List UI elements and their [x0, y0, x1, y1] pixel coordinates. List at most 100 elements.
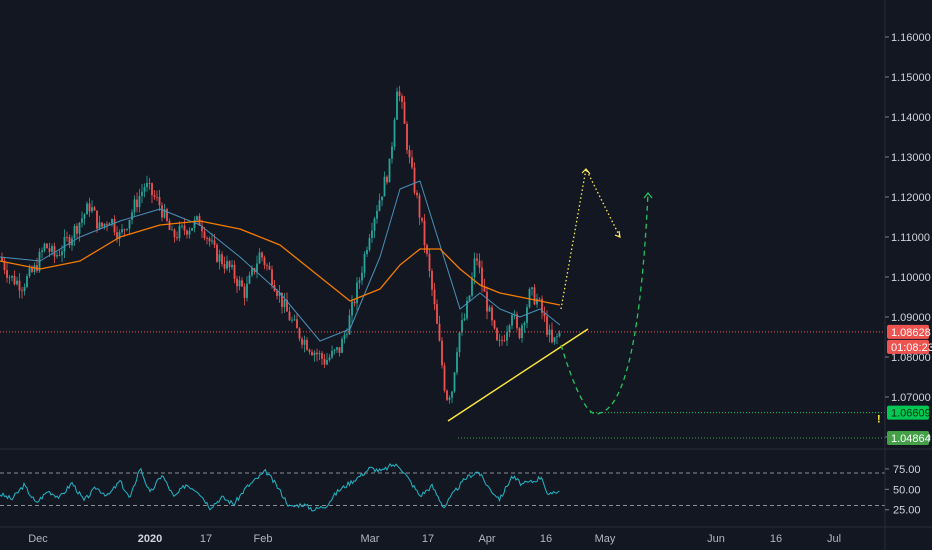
candle-body [58, 255, 61, 256]
candle-body [351, 301, 353, 316]
bullish-end-arrow [614, 230, 621, 238]
candle-body [61, 251, 63, 256]
candle-body [171, 229, 173, 231]
candle-body [321, 353, 323, 359]
candle-body [278, 292, 281, 296]
candle-body [508, 325, 511, 333]
candle-body [43, 243, 46, 251]
candle-body [93, 207, 96, 211]
date-tick-label: Jun [707, 533, 725, 545]
candle-body [286, 299, 288, 312]
candle-body [446, 390, 448, 400]
candle-body [63, 236, 66, 252]
candle-body [443, 365, 446, 391]
candle-body [213, 240, 216, 245]
candle-body [258, 252, 261, 264]
candle-body [496, 328, 498, 341]
candle-body [101, 222, 103, 227]
date-tick-label: Feb [254, 533, 273, 545]
candle-body [476, 258, 478, 261]
candle-body [366, 249, 368, 254]
price-tick-label: 1.10000 [891, 272, 931, 284]
current-price-tag-box [887, 324, 929, 339]
candle-body [486, 291, 488, 312]
candle-body [116, 232, 118, 239]
date-tick-label: Apr [478, 533, 495, 545]
candle-body [161, 205, 163, 218]
target-price-tag-label: 1.06609 [891, 408, 931, 420]
candle-body [316, 352, 318, 355]
candle-body [226, 261, 228, 269]
candle-body [391, 146, 393, 159]
date-tick-label: 2020 [138, 533, 162, 545]
candle-body [243, 286, 246, 298]
candle-body [73, 226, 76, 239]
candle-body [368, 237, 371, 250]
candle-body [308, 349, 311, 352]
candle-body [423, 220, 426, 246]
candle-body [408, 149, 411, 158]
candle-body [406, 123, 408, 150]
candle-body [341, 339, 343, 353]
candle-body [461, 320, 463, 333]
candle-body [38, 252, 41, 271]
candle-body [491, 307, 493, 321]
ma-blue-line [0, 180, 561, 342]
candle-body [276, 291, 278, 296]
candle-body [398, 91, 401, 96]
candle-body [311, 351, 313, 356]
candle-body [238, 280, 241, 287]
candle-body [266, 265, 268, 266]
bearish-then-bullish-path [560, 192, 649, 415]
rsi-tick-label: 50.00 [893, 484, 921, 496]
candle-body [523, 322, 526, 326]
candle-body [23, 286, 26, 292]
candle-body [66, 236, 68, 238]
candle-body [16, 280, 18, 285]
candle-body [8, 277, 11, 279]
candle-body [436, 304, 438, 324]
candle-body [291, 319, 293, 321]
candle-body [96, 210, 98, 229]
candle-body [421, 217, 423, 221]
candle-body [168, 220, 171, 230]
candle-body [306, 339, 308, 350]
candle-body [206, 238, 208, 239]
candle-body [218, 254, 221, 262]
candle-body [78, 222, 81, 234]
candle-body [481, 267, 483, 287]
candle-body [331, 350, 333, 358]
candle-body [353, 301, 356, 304]
date-tick-label: 16 [540, 533, 552, 545]
candle-body [196, 216, 198, 221]
candle-body [211, 240, 213, 242]
candle-body [531, 287, 533, 290]
candle-body [293, 319, 296, 321]
candle-body [173, 229, 176, 238]
candle-body [433, 289, 436, 305]
candle-body [383, 176, 386, 197]
candle-body [556, 336, 558, 338]
rsi-pane [0, 462, 885, 512]
candle-body [516, 314, 518, 329]
candle-body [333, 349, 336, 351]
candle-body [456, 352, 458, 373]
candle-body [263, 257, 266, 266]
candle-body [503, 340, 506, 342]
candle-body [126, 228, 128, 230]
candle-body [188, 230, 191, 235]
price-tick-label: 1.09000 [891, 312, 931, 324]
bullish-arrow-head [581, 168, 591, 175]
candle-body [326, 360, 328, 365]
candle-body [378, 200, 381, 211]
candle-body [536, 298, 538, 305]
bullish-scenario-path [560, 166, 621, 310]
candle-body [511, 315, 513, 326]
candle-body [336, 347, 338, 350]
candle-body [466, 300, 468, 319]
candle-body [261, 252, 263, 258]
candle-body [463, 318, 466, 321]
date-tick-label: 17 [200, 533, 212, 545]
candle-body [118, 232, 121, 239]
